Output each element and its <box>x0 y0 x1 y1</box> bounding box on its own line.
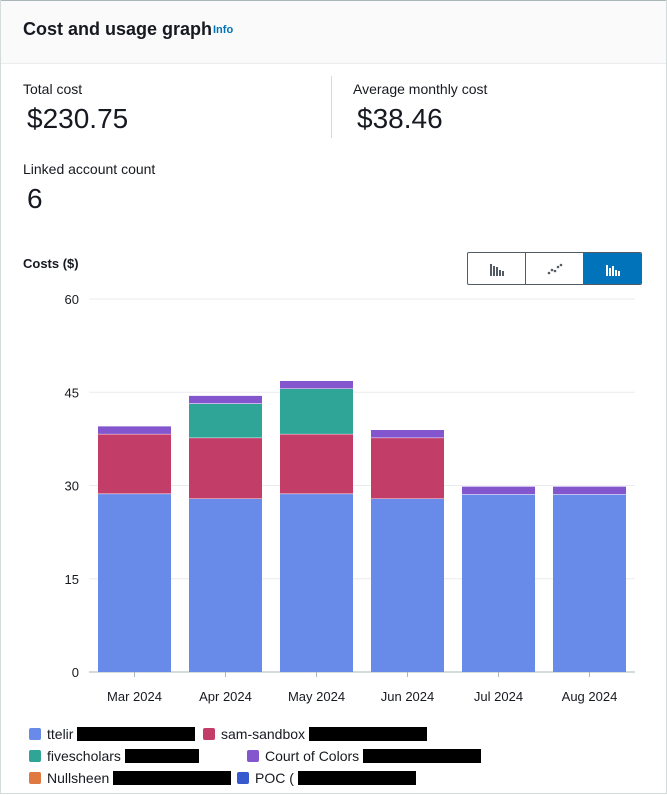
legend-item[interactable]: fivescholars <box>29 748 199 764</box>
bar-segment-court-of-colors[interactable] <box>280 380 353 389</box>
redaction-bar <box>77 727 196 741</box>
legend-item[interactable]: sam-sandbox <box>203 726 428 742</box>
bar-chart-button[interactable] <box>468 253 526 284</box>
total-cost-label: Total cost <box>23 81 83 97</box>
bar-segment-sam-sandbox[interactable] <box>280 433 353 494</box>
redaction-bar <box>309 727 428 741</box>
bar-segment-sam-sandbox[interactable] <box>371 437 444 499</box>
legend-label: ttelir <box>47 726 74 742</box>
legend-item[interactable]: Court of Colors <box>247 748 482 764</box>
legend-label: fivescholars <box>47 748 121 764</box>
bar-chart-icon <box>489 263 504 276</box>
bar-segment-fivescholars[interactable] <box>280 388 353 434</box>
bar-segment-sam-sandbox[interactable] <box>189 437 262 499</box>
bar-segment-court-of-colors[interactable] <box>462 486 535 495</box>
avg-monthly-cost-value: $38.46 <box>357 103 443 134</box>
x-tick-label: Apr 2024 <box>199 689 252 704</box>
x-tick-label: Aug 2024 <box>562 689 618 704</box>
bar-segment-court-of-colors[interactable] <box>371 429 444 438</box>
x-tick-label: Jun 2024 <box>381 689 435 704</box>
legend-swatch <box>29 728 41 740</box>
panel-header: Cost and usage graph Info <box>1 0 666 64</box>
bar-segment-ttelir[interactable] <box>98 493 171 672</box>
legend-swatch <box>29 750 41 762</box>
linked-account-count-value: 6 <box>27 183 43 214</box>
chart-type-toggle <box>467 252 642 285</box>
legend-item[interactable]: POC ( <box>237 770 416 786</box>
redaction-bar <box>113 771 232 785</box>
legend-swatch <box>247 750 259 762</box>
linked-account-count-label: Linked account count <box>23 161 156 177</box>
bar-segment-court-of-colors[interactable] <box>189 395 262 404</box>
legend-swatch <box>237 772 249 784</box>
bar-segment-fivescholars[interactable] <box>189 403 262 438</box>
y-tick-label: 30 <box>65 479 79 494</box>
legend-swatch <box>29 772 41 784</box>
bar-segment-ttelir[interactable] <box>462 494 535 672</box>
legend-label: sam-sandbox <box>221 726 306 742</box>
legend-item[interactable]: Nullsheen <box>29 770 232 786</box>
y-tick-label: 15 <box>65 572 79 587</box>
x-tick-label: Jul 2024 <box>474 689 523 704</box>
panel-title: Cost and usage graph <box>23 19 213 39</box>
bar-segment-court-of-colors[interactable] <box>98 425 171 434</box>
legend-item[interactable]: ttelir <box>29 726 196 742</box>
info-link[interactable]: Info <box>213 24 234 36</box>
bar-segment-court-of-colors[interactable] <box>553 486 626 495</box>
y-tick-label: 0 <box>72 665 79 680</box>
bar-segment-ttelir[interactable] <box>553 494 626 672</box>
redaction-bar <box>363 749 482 763</box>
legend-label: POC ( <box>255 770 294 786</box>
avg-monthly-cost-label: Average monthly cost <box>353 81 488 97</box>
legend-swatch <box>203 728 215 740</box>
total-cost-value: $230.75 <box>27 103 129 134</box>
kpi-divider <box>331 76 332 138</box>
redaction-bar <box>124 749 199 763</box>
legend-label: Court of Colors <box>265 748 360 764</box>
legend-label: Nullsheen <box>47 770 110 786</box>
bar-segment-sam-sandbox[interactable] <box>98 433 171 494</box>
line-chart-icon <box>547 263 562 274</box>
x-tick-label: Mar 2024 <box>107 689 162 704</box>
stacked-bar-chart-icon <box>605 264 620 276</box>
stacked-bar-chart-button[interactable] <box>584 253 641 284</box>
bar-segment-ttelir[interactable] <box>280 493 353 672</box>
redaction-bar <box>297 771 416 785</box>
y-tick-label: 45 <box>65 385 79 400</box>
y-tick-label: 60 <box>65 292 79 307</box>
y-axis-title: Costs ($) <box>23 256 79 271</box>
bar-segment-ttelir[interactable] <box>189 498 262 672</box>
line-chart-button[interactable] <box>526 253 584 284</box>
bar-segment-ttelir[interactable] <box>371 498 444 672</box>
x-tick-label: May 2024 <box>288 689 345 704</box>
stacked-bar-chart: 0 15 30 45 60 Mar 2024 Apr 2024 May 2024 Jun 20… <box>65 292 635 704</box>
